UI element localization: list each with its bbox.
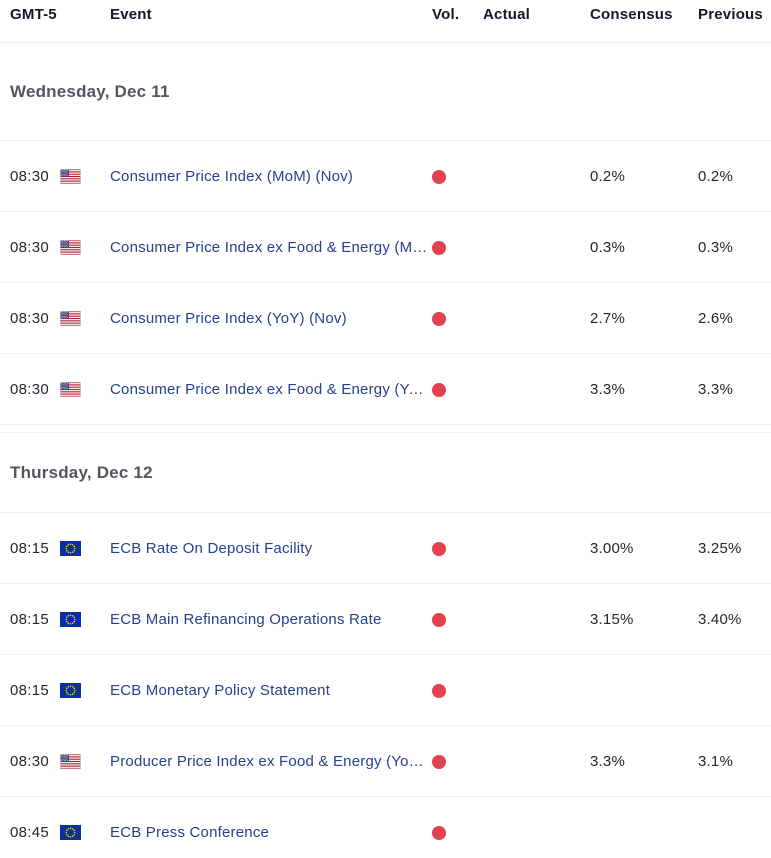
event-link[interactable]: Consumer Price Index ex Food & Energy (M…: [110, 238, 430, 256]
event-link[interactable]: Consumer Price Index ex Food & Energy (Y…: [110, 380, 430, 398]
consensus-value: 3.00%: [590, 539, 634, 557]
event-time: 08:30: [10, 238, 50, 256]
previous-value: 0.3%: [698, 238, 733, 256]
consensus-value: 0.3%: [590, 238, 625, 256]
event-link[interactable]: ECB Monetary Policy Statement: [110, 681, 331, 699]
event-time: 08:15: [10, 610, 50, 628]
event-row[interactable]: 08:15 ECB Monetary Policy Statement: [0, 655, 771, 726]
column-header-consensus: Consensus: [590, 6, 673, 23]
volatility-high-dot-icon: [432, 382, 446, 397]
event-time: 08:30: [10, 167, 50, 185]
event-row[interactable]: 08:30 Consumer Price Index (MoM) (Nov) 0…: [0, 141, 771, 212]
consensus-value: 3.15%: [590, 610, 634, 628]
date-section-header: Thursday, Dec 12: [0, 432, 771, 513]
table-header-row: GMT-5 Event Vol. Actual Consensus Previo…: [0, 0, 771, 43]
volatility-high-dot-icon: [432, 754, 446, 769]
eu-flag-icon: [60, 611, 81, 627]
event-row[interactable]: 08:30 Producer Price Index ex Food & Ene…: [0, 726, 771, 797]
country-flag: [60, 540, 110, 556]
previous-value: 3.1%: [698, 752, 733, 770]
volatility-cell: [430, 381, 483, 398]
volatility-high-dot-icon: [432, 541, 446, 556]
volatility-cell: [430, 168, 483, 185]
event-row[interactable]: 08:30 Consumer Price Index ex Food & Ene…: [0, 354, 771, 425]
us-flag-icon: [60, 753, 81, 769]
event-row[interactable]: 08:30 Consumer Price Index ex Food & Ene…: [0, 212, 771, 283]
volatility-high-dot-icon: [432, 612, 446, 627]
previous-value: 2.6%: [698, 309, 733, 327]
eu-flag-icon: [60, 540, 81, 556]
event-link[interactable]: ECB Rate On Deposit Facility: [110, 539, 313, 557]
country-flag: [60, 611, 110, 627]
volatility-high-dot-icon: [432, 825, 446, 840]
event-link[interactable]: ECB Press Conference: [110, 823, 270, 841]
event-time: 08:45: [10, 823, 50, 841]
us-flag-icon: [60, 239, 81, 255]
volatility-high-dot-icon: [432, 311, 446, 326]
event-time: 08:30: [10, 309, 50, 327]
column-header-vol: Vol.: [432, 6, 460, 23]
column-header-gmt: GMT-5: [10, 6, 57, 23]
previous-value: 3.40%: [698, 610, 742, 628]
country-flag: [60, 753, 110, 769]
volatility-cell: [430, 824, 483, 841]
eu-flag-icon: [60, 824, 81, 840]
column-header-previous: Previous: [698, 6, 763, 23]
volatility-cell: [430, 239, 483, 256]
consensus-value: 0.2%: [590, 167, 625, 185]
volatility-high-dot-icon: [432, 240, 446, 255]
column-header-actual: Actual: [483, 6, 531, 23]
date-section-label: Wednesday, Dec 11: [10, 81, 170, 101]
previous-value: 0.2%: [698, 167, 733, 185]
event-time: 08:15: [10, 539, 50, 557]
event-link[interactable]: Producer Price Index ex Food & Energy (Y…: [110, 752, 430, 770]
volatility-cell: [430, 682, 483, 699]
volatility-high-dot-icon: [432, 683, 446, 698]
column-header-event: Event: [110, 6, 152, 23]
volatility-cell: [430, 310, 483, 327]
date-section-label: Thursday, Dec 12: [10, 462, 153, 482]
event-link[interactable]: Consumer Price Index (YoY) (Nov): [110, 309, 347, 327]
us-flag-icon: [60, 310, 81, 326]
event-time: 08:30: [10, 380, 50, 398]
volatility-cell: [430, 540, 483, 557]
previous-value: 3.3%: [698, 380, 733, 398]
event-row[interactable]: 08:15 ECB Main Refinancing Operations Ra…: [0, 584, 771, 655]
country-flag: [60, 168, 110, 184]
consensus-value: 2.7%: [590, 309, 625, 327]
eu-flag-icon: [60, 682, 81, 698]
event-link[interactable]: ECB Main Refinancing Operations Rate: [110, 610, 382, 628]
volatility-high-dot-icon: [432, 169, 446, 184]
country-flag: [60, 381, 110, 397]
volatility-cell: [430, 753, 483, 770]
date-section-header: Wednesday, Dec 11: [0, 43, 771, 141]
country-flag: [60, 682, 110, 698]
consensus-value: 3.3%: [590, 752, 625, 770]
previous-value: 3.25%: [698, 539, 742, 557]
country-flag: [60, 824, 110, 840]
event-time: 08:15: [10, 681, 50, 699]
event-row[interactable]: 08:30 Consumer Price Index (YoY) (Nov) 2…: [0, 283, 771, 354]
event-row[interactable]: 08:45 ECB Press Conference: [0, 797, 771, 858]
event-link[interactable]: Consumer Price Index (MoM) (Nov): [110, 167, 354, 185]
us-flag-icon: [60, 381, 81, 397]
consensus-value: 3.3%: [590, 380, 625, 398]
event-row[interactable]: 08:15 ECB Rate On Deposit Facility 3.00%…: [0, 513, 771, 584]
volatility-cell: [430, 611, 483, 628]
country-flag: [60, 239, 110, 255]
country-flag: [60, 310, 110, 326]
us-flag-icon: [60, 168, 81, 184]
event-time: 08:30: [10, 752, 50, 770]
